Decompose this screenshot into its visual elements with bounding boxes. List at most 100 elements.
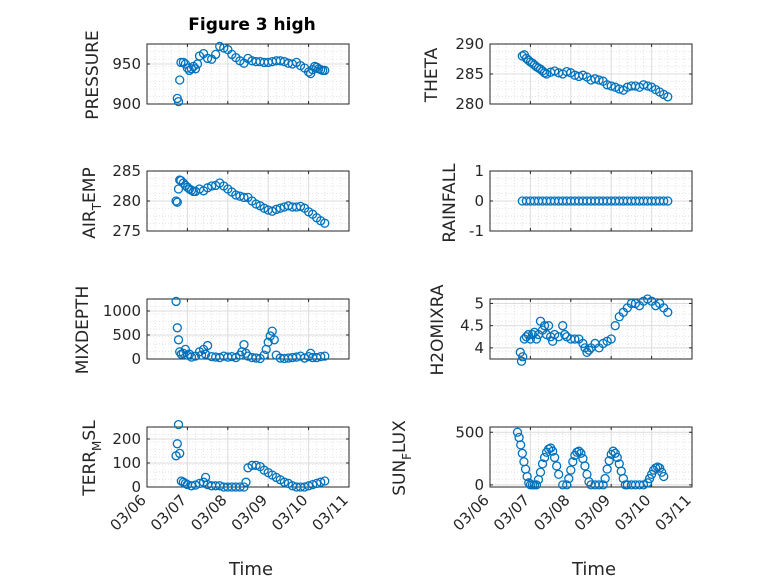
axes-box — [146, 43, 350, 105]
data-point — [239, 192, 249, 203]
data-point — [659, 196, 669, 206]
y-tick-label: -1 — [469, 222, 484, 240]
data-point — [558, 480, 568, 490]
data-point — [316, 351, 326, 362]
data-point — [590, 74, 600, 84]
data-point — [184, 349, 195, 359]
y-axis-label-h2omixra: H2OMIXRA — [428, 284, 448, 375]
y-tick-label: 500 — [112, 326, 141, 344]
data-point — [543, 321, 554, 331]
data-point — [531, 480, 542, 490]
data-point — [241, 348, 251, 358]
data-point — [537, 459, 548, 469]
data-point — [657, 467, 667, 477]
data-point — [176, 57, 186, 68]
y-tick-label: 285 — [112, 162, 141, 180]
data-point — [580, 461, 590, 471]
data-point — [186, 481, 197, 491]
y-tick-label: 4 — [474, 339, 484, 357]
y-label-part-emp: EMP — [80, 167, 100, 203]
y-label-part-lux: LUX — [390, 420, 410, 453]
data-point — [594, 480, 604, 490]
data-point — [320, 218, 330, 228]
mixdepth-panel: 0 500 1000 — [103, 296, 350, 368]
data-point — [516, 356, 527, 366]
data-point — [562, 480, 572, 490]
data-point — [539, 68, 550, 78]
data-point — [518, 352, 528, 362]
data-point — [219, 43, 229, 53]
data-point — [239, 339, 249, 350]
data-point — [267, 326, 277, 336]
data-point — [522, 471, 532, 482]
data-point — [186, 352, 197, 362]
data-point — [602, 80, 612, 90]
data-point — [512, 427, 523, 437]
y-tick-label: 1 — [474, 162, 484, 180]
data-point — [279, 477, 290, 487]
data-point — [564, 473, 574, 484]
data-point — [269, 335, 279, 345]
data-point — [655, 463, 665, 473]
data-point — [172, 323, 182, 333]
y-axis-label-theta: THETA — [422, 47, 442, 103]
data-point — [251, 460, 261, 471]
y-tick-label: 950 — [112, 55, 141, 73]
data-point — [173, 335, 184, 345]
data-point — [241, 477, 251, 487]
data-point — [175, 448, 185, 459]
data-point — [642, 81, 653, 91]
pressure-panel: 900 950 — [112, 41, 350, 113]
figure-title: Figure 3 high — [188, 15, 316, 35]
data-point — [554, 469, 564, 480]
y-axis-label-pressure: PRESSURE — [83, 30, 103, 119]
y-tick-label: 4.5 — [460, 317, 484, 335]
data-point — [646, 469, 657, 480]
y-tick-label: 0 — [474, 476, 484, 494]
data-point — [606, 81, 616, 91]
data-point — [539, 321, 550, 331]
data-point — [202, 53, 213, 64]
y-axis-label-sun-flux: SUNFLUX — [390, 420, 414, 496]
data-point — [320, 65, 330, 76]
y-label-sub-m: M — [90, 441, 104, 451]
data-point — [239, 482, 249, 492]
data-point — [206, 181, 217, 191]
y-label-part-sun: SUN — [390, 460, 410, 496]
data-point — [562, 66, 572, 77]
data-point — [547, 446, 558, 456]
x-axis-label-left: Time — [228, 559, 273, 580]
y-tick-label: 1000 — [103, 302, 141, 320]
y-tick-label: 5 — [474, 294, 484, 312]
data-point — [659, 471, 669, 482]
data-point — [663, 307, 673, 317]
data-point — [515, 347, 525, 357]
data-point — [663, 92, 673, 102]
data-point — [171, 296, 181, 307]
y-axis-label-terr-msl: TERRMSL — [80, 420, 104, 497]
data-point — [610, 321, 620, 331]
y-label-part-terr: TERR — [80, 451, 100, 497]
y-tick-label: 275 — [112, 222, 141, 240]
data-point — [547, 336, 558, 346]
data-point — [516, 440, 526, 450]
y-tick-label: 200 — [112, 430, 141, 448]
data-point — [312, 478, 322, 489]
data-point — [190, 64, 201, 74]
data-point — [517, 448, 527, 458]
y-label-sub-t: T — [90, 202, 104, 211]
data-point — [263, 337, 273, 347]
data-point — [568, 457, 578, 467]
data-point — [618, 473, 628, 484]
y-axis-label-rainfall: RAINFALL — [440, 163, 460, 243]
data-point — [211, 49, 221, 60]
data-point — [316, 477, 326, 487]
data-point — [275, 56, 285, 66]
data-point — [305, 348, 316, 358]
data-point — [235, 482, 245, 492]
data-point — [523, 329, 534, 340]
data-point — [251, 353, 261, 363]
y-tick-label: 900 — [112, 95, 141, 113]
